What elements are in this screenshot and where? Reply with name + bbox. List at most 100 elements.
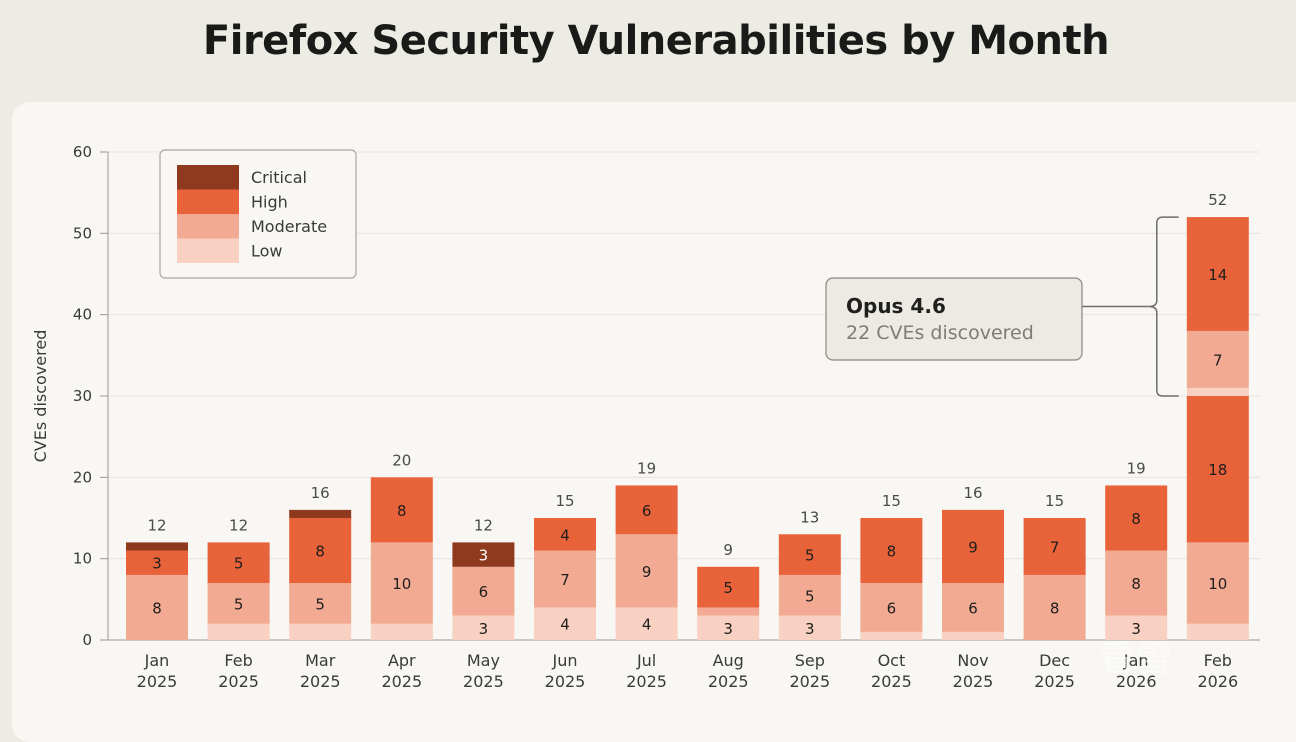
x-tick-label-month: Oct (878, 651, 906, 670)
segment-label: 9 (642, 563, 652, 581)
bar-segment-moderate (1023, 574, 1086, 640)
x-tick-label-month: Dec (1039, 651, 1070, 670)
segment-label: 3 (805, 620, 815, 638)
segment-label: 4 (642, 616, 652, 634)
segment-label: 9 (968, 538, 978, 556)
segment-label: 5 (234, 555, 244, 573)
segment-label: 6 (887, 599, 897, 617)
x-tick-label-month: Nov (957, 651, 988, 670)
bar-segment-low (697, 615, 760, 640)
x-tick-label-year: 2025 (218, 672, 259, 691)
legend-swatch-critical (177, 165, 239, 190)
segment-label: 6 (968, 599, 978, 617)
segment-label: 3 (152, 555, 162, 573)
segment-label: 18 (1208, 461, 1227, 479)
segment-label: 14 (1208, 266, 1227, 284)
bar-total-label: 13 (800, 508, 819, 526)
y-tick-label: 60 (73, 143, 92, 161)
segment-label: 3 (723, 620, 733, 638)
segment-label: 7 (560, 571, 570, 589)
legend-label-high: High (251, 193, 288, 212)
bar-segment-moderate (534, 550, 596, 608)
bar-segment-moderate (860, 583, 923, 632)
x-tick-label-month: Sep (795, 651, 825, 670)
y-axis-label: CVEs discovered (31, 330, 50, 463)
y-tick-label: 0 (82, 631, 92, 649)
x-tick-label-month: Apr (388, 651, 416, 670)
segment-label: 4 (560, 526, 570, 544)
segment-label: 8 (1131, 510, 1141, 528)
bar-segment-high (860, 518, 923, 584)
bar-segment-high (1186, 396, 1249, 543)
bar-segment-moderate (1186, 542, 1249, 624)
bar-total-label: 9 (723, 541, 733, 559)
bar-segment-moderate (697, 607, 760, 616)
bar-segment-low (778, 615, 841, 640)
segment-label: 6 (479, 583, 489, 601)
x-tick-label-year: 2026 (1116, 672, 1157, 691)
legend-label-moderate: Moderate (251, 217, 327, 236)
segment-label: 10 (1208, 575, 1227, 593)
segment-label: 5 (234, 595, 244, 613)
bar-segment-high (942, 509, 1004, 584)
bar-segment-low (615, 607, 678, 640)
bar-segment-low (1105, 615, 1168, 640)
bar-total-label: 16 (311, 484, 330, 502)
legend-swatch-moderate (177, 214, 239, 239)
segment-label: 5 (315, 595, 325, 613)
annotation-bracket (1148, 216, 1179, 397)
y-tick-label: 30 (73, 387, 92, 405)
x-tick-label-year: 2025 (1034, 672, 1075, 691)
legend-swatch-low (177, 238, 239, 263)
legend-label-low: Low (251, 242, 283, 261)
y-tick-label: 20 (73, 468, 92, 486)
bar-segment-high (1186, 217, 1249, 331)
x-tick-label-month: Jul (636, 651, 656, 670)
x-tick-label-year: 2025 (871, 672, 912, 691)
bar-segment-high (207, 542, 270, 584)
bar-segment-low (534, 607, 596, 640)
annotation-title: Opus 4.6 (846, 294, 946, 318)
bar-segment-low (452, 615, 515, 640)
annotation-callout-box (825, 277, 1083, 361)
bar-segment-critical (289, 509, 352, 518)
x-tick-label-month: Feb (1204, 651, 1232, 670)
segment-label: 3 (479, 620, 489, 638)
chart-title: Firefox Security Vulnerabilities by Mont… (202, 18, 1110, 64)
x-tick-label-year: 2025 (789, 672, 830, 691)
bar-segment-moderate (207, 583, 270, 624)
bar-segment-moderate (370, 542, 433, 624)
bar-segment-low (942, 631, 1004, 640)
bar-segment-moderate (942, 583, 1004, 632)
segment-label: 8 (397, 502, 407, 520)
y-tick-label: 40 (73, 306, 92, 324)
x-tick-label-month: Jun (552, 651, 578, 670)
segment-label: 3 (479, 547, 489, 565)
x-tick-label-year: 2026 (1197, 672, 1238, 691)
bar-segment-low (207, 623, 270, 640)
bar-total-label: 19 (1127, 459, 1146, 477)
segment-label: 8 (315, 543, 325, 561)
x-tick-label-year: 2025 (300, 672, 341, 691)
bar-segment-moderate (615, 534, 678, 608)
y-tick-label: 50 (73, 224, 92, 242)
bar-segment-high (1023, 518, 1086, 575)
bar-total-label: 15 (1045, 492, 1064, 510)
annotation-subtitle: 22 CVEs discovered (846, 322, 1034, 344)
bar-segment-low (370, 623, 433, 640)
bar-segment-high (534, 518, 596, 551)
bar-segment-moderate (126, 574, 188, 640)
segment-label: 5 (805, 547, 815, 565)
x-tick-label-month: Mar (305, 651, 336, 670)
segment-label: 5 (805, 587, 815, 605)
x-tick-label-month: Jan (1123, 651, 1149, 670)
x-tick-label-month: May (467, 651, 500, 670)
segment-label: 8 (1131, 575, 1141, 593)
watermark-logo: 看雪 (1098, 639, 1175, 680)
bar-segment-low (1186, 387, 1249, 396)
bar-segment-low (1186, 623, 1249, 640)
bar-segment-critical (126, 542, 188, 551)
legend-swatch-high (177, 189, 239, 214)
x-tick-label-month: Jan (144, 651, 170, 670)
x-tick-label-month: Feb (224, 651, 252, 670)
